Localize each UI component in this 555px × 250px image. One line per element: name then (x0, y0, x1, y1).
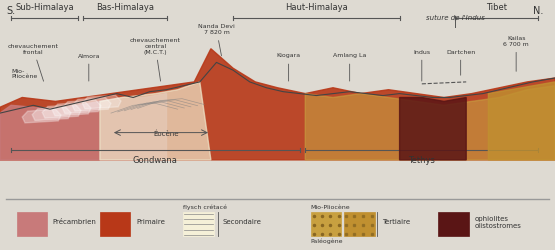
Text: Tertiaire: Tertiaire (382, 220, 410, 226)
Text: suture de l'Indus: suture de l'Indus (426, 16, 485, 22)
Text: Précambrien: Précambrien (53, 220, 97, 226)
Text: Primaire: Primaire (136, 220, 165, 226)
Polygon shape (72, 98, 111, 111)
Text: Gondwana: Gondwana (133, 156, 178, 165)
Text: Mio-
Pliocène: Mio- Pliocène (11, 69, 37, 80)
Text: chevauchement
central
(M.C.T.): chevauchement central (M.C.T.) (130, 38, 181, 81)
Polygon shape (32, 107, 71, 120)
Bar (344, 212, 375, 236)
Text: chevauchement
frontal: chevauchement frontal (8, 44, 59, 81)
Text: Almora: Almora (78, 54, 100, 81)
Bar (183, 212, 214, 236)
Text: Bas-Himalaya: Bas-Himalaya (96, 3, 154, 12)
Polygon shape (0, 94, 166, 160)
Polygon shape (62, 100, 101, 114)
Text: Sub-Himalaya: Sub-Himalaya (15, 3, 74, 12)
Text: Tibet: Tibet (486, 3, 507, 12)
Polygon shape (100, 82, 211, 160)
Text: Nanda Devi
7 820 m: Nanda Devi 7 820 m (198, 24, 235, 56)
Polygon shape (0, 49, 555, 160)
Text: Indus: Indus (413, 50, 430, 81)
Text: Kailas
6 700 m: Kailas 6 700 m (503, 36, 529, 71)
Text: Haut-Himalaya: Haut-Himalaya (285, 3, 348, 12)
Polygon shape (42, 104, 81, 118)
Text: Secondaire: Secondaire (223, 220, 261, 226)
Bar (311, 212, 341, 236)
Polygon shape (305, 86, 555, 160)
Text: flysch crétacé: flysch crétacé (183, 205, 227, 210)
Bar (438, 212, 469, 236)
Text: Kiogara: Kiogara (276, 54, 301, 81)
Text: S.: S. (7, 6, 16, 16)
Polygon shape (22, 109, 61, 123)
Polygon shape (488, 82, 555, 160)
Polygon shape (52, 102, 91, 116)
Text: Dartchen: Dartchen (446, 50, 475, 75)
Text: Tethys: Tethys (408, 156, 435, 165)
Text: ophiolites
olistostromes: ophiolites olistostromes (475, 216, 521, 229)
Bar (17, 212, 47, 236)
Polygon shape (400, 98, 466, 160)
Text: Amlang La: Amlang La (333, 54, 366, 81)
Text: Éocène: Éocène (154, 131, 179, 137)
Bar (100, 212, 130, 236)
Text: Mio-Pliocène: Mio-Pliocène (311, 206, 350, 210)
Text: Paléogène: Paléogène (311, 239, 344, 244)
Text: N.: N. (533, 6, 543, 16)
Polygon shape (82, 95, 121, 109)
